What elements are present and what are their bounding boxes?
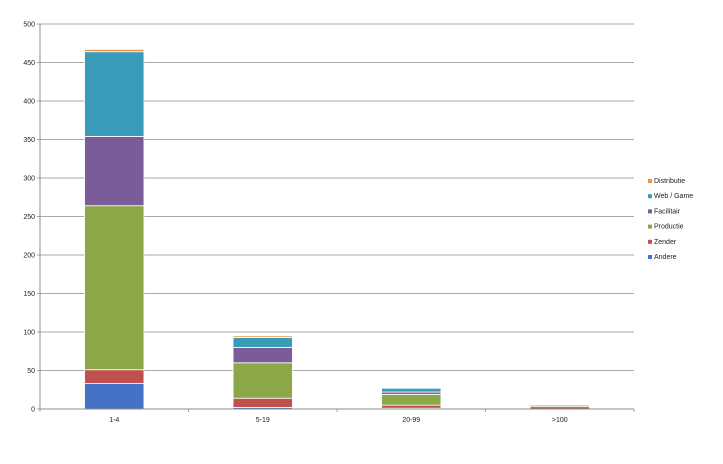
y-axis-ticks: 0 50 100 150 200 250 300 350 400 450 500: [23, 22, 40, 414]
bar-segment-productie-2: [381, 393, 442, 406]
bar-segment-web-game-0: [84, 51, 145, 137]
y-tick-label: 300: [23, 176, 35, 183]
bar-segment-zender-0: [84, 369, 145, 384]
y-tick-label: 50: [27, 368, 35, 375]
y-tick-label: 350: [23, 137, 35, 144]
legend-swatch-andere: [648, 255, 652, 259]
legend-label-web-game: Web / Game: [654, 193, 693, 200]
bar-segment-distributie-1: [232, 335, 293, 338]
legend: Distributie Web / Game Facilitair Productie…: [648, 178, 693, 261]
legend-label-zender: Zender: [654, 239, 677, 246]
bar-segment-productie-1: [232, 362, 293, 399]
y-tick-label: 100: [23, 330, 35, 337]
bar-segment-distributie-0: [84, 49, 145, 53]
y-tick-label: 400: [23, 99, 35, 106]
x-tick-label: >100: [552, 417, 568, 424]
y-tick-label: 150: [23, 291, 35, 298]
bar-segment-andere-0: [84, 383, 145, 410]
legend-swatch-facilitair: [648, 209, 652, 214]
legend-swatch-web-game: [648, 194, 652, 199]
y-tick-label: 200: [23, 253, 35, 260]
y-tick-label: 0: [31, 407, 35, 414]
y-tick-label: 450: [23, 60, 35, 67]
legend-swatch-zender: [648, 239, 652, 244]
legend-label-facilitair: Facilitair: [654, 208, 681, 215]
bar-segment-productie-0: [84, 205, 145, 371]
bar-segment-distributie-2: [381, 387, 442, 389]
bar-segment-web-game-2: [381, 387, 442, 393]
y-tick-label: 250: [23, 214, 35, 221]
y-tick-label: 500: [23, 22, 35, 29]
bars: [84, 49, 590, 410]
legend-swatch-distributie: [648, 179, 652, 183]
bar-segment-facilitair-1: [232, 346, 293, 364]
x-tick-label: 1-4: [109, 417, 119, 424]
legend-label-distributie: Distributie: [654, 178, 685, 185]
x-tick-label: 20-99: [402, 417, 420, 424]
bar-segment-zender-1: [232, 397, 293, 408]
legend-label-productie: Productie: [654, 224, 684, 231]
legend-label-andere: Andere: [654, 254, 677, 261]
legend-swatch-productie: [648, 224, 652, 229]
bar-segment-distributie-3: [529, 402, 590, 405]
bar-segment-web-game-1: [232, 336, 293, 348]
x-axis-ticks: 1-4 5-19 20-99 >100: [39, 409, 635, 424]
bar-segment-facilitair-0: [84, 136, 145, 207]
x-tick-label: 5-19: [256, 417, 270, 424]
bar-segment-zender-2: [381, 404, 442, 409]
